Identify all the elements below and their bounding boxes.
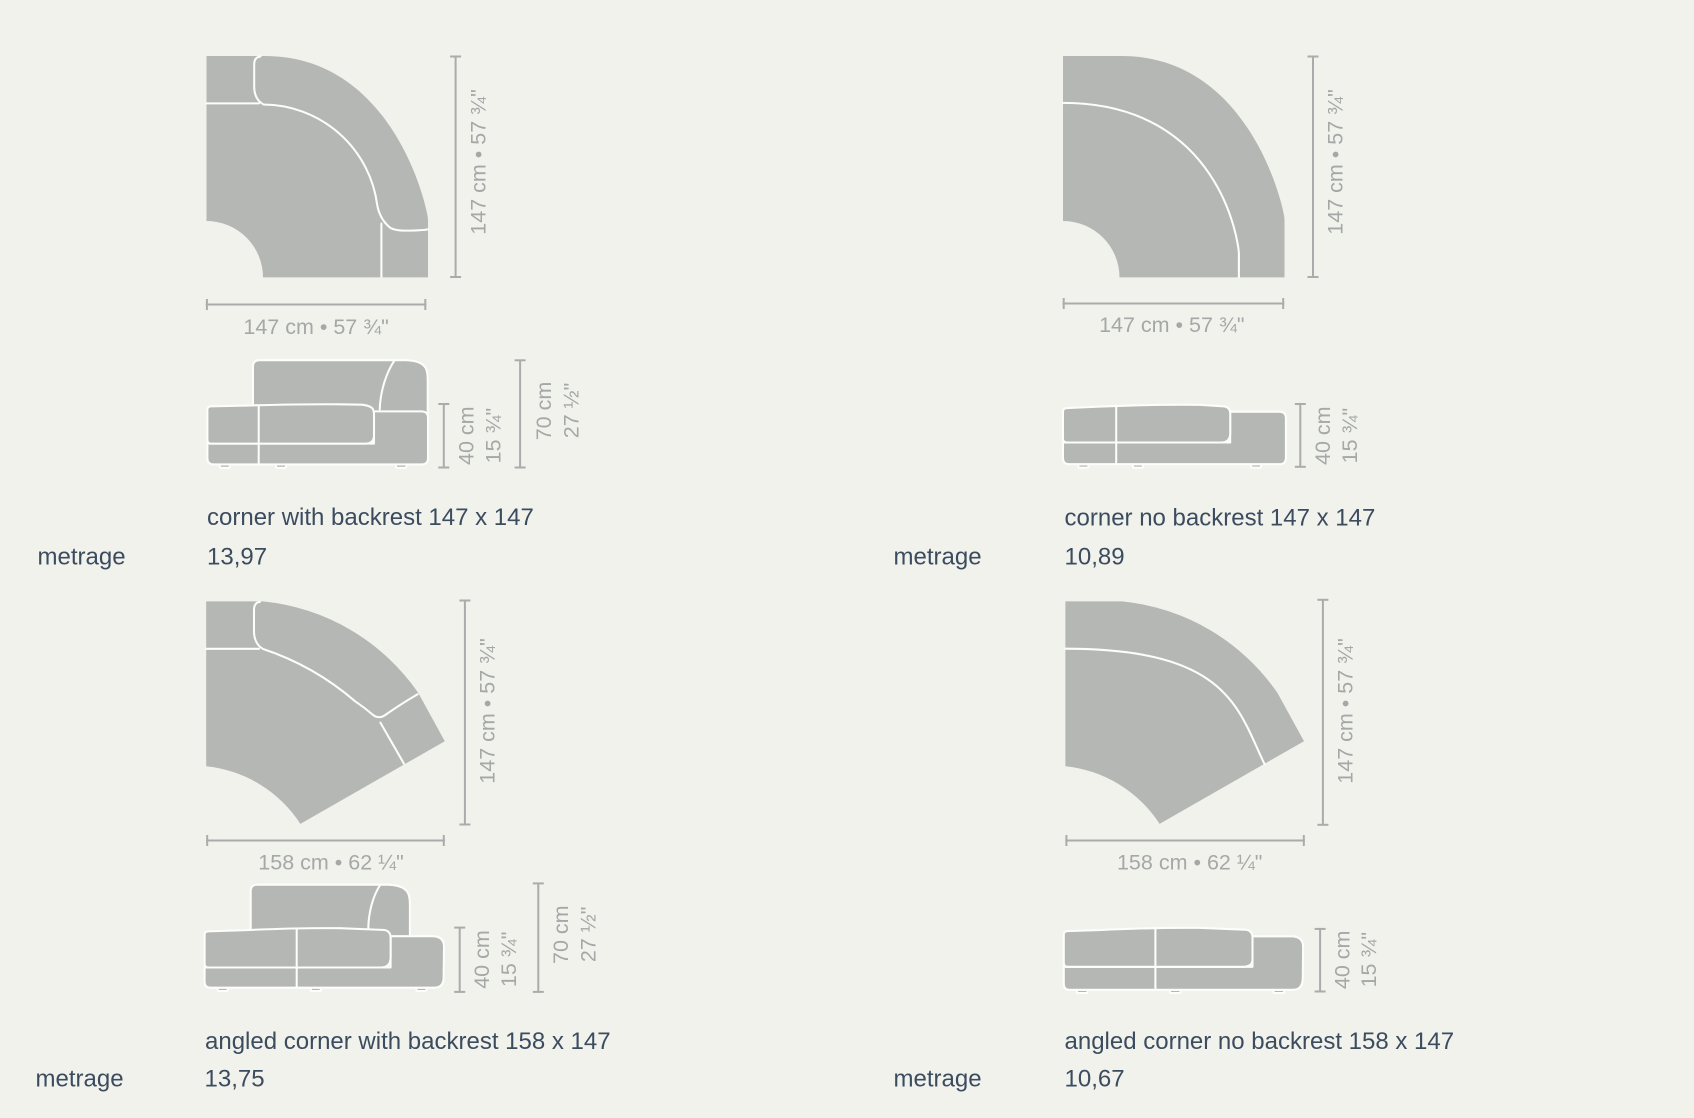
svg-text:40 cm: 40 cm	[1311, 406, 1335, 465]
svg-text:147 cm • 57 ¾": 147 cm • 57 ¾"	[243, 315, 388, 339]
svg-text:147 cm • 57 ¾": 147 cm • 57 ¾"	[467, 89, 491, 234]
svg-text:15 ¾": 15 ¾"	[482, 408, 506, 463]
svg-text:corner no backrest 147 x 147: corner no backrest 147 x 147	[1065, 505, 1376, 532]
svg-text:147 cm • 57 ¾": 147 cm • 57 ¾"	[1099, 313, 1244, 337]
svg-text:40 cm: 40 cm	[455, 406, 479, 465]
svg-text:70 cm: 70 cm	[532, 382, 556, 441]
svg-text:corner with backrest 147 x 147: corner with backrest 147 x 147	[207, 504, 534, 531]
svg-text:metrage: metrage	[894, 1066, 982, 1093]
svg-text:10,89: 10,89	[1065, 544, 1125, 571]
svg-text:13,97: 13,97	[207, 544, 267, 571]
svg-text:metrage: metrage	[38, 544, 126, 571]
svg-text:147 cm • 57 ¾": 147 cm • 57 ¾"	[1334, 638, 1358, 783]
svg-text:158 cm • 62 ¼": 158 cm • 62 ¼"	[258, 851, 403, 875]
svg-text:158 cm • 62 ¼": 158 cm • 62 ¼"	[1117, 851, 1262, 875]
svg-text:15 ¾": 15 ¾"	[1357, 932, 1381, 987]
svg-text:15 ¾": 15 ¾"	[497, 932, 521, 987]
svg-text:40 cm: 40 cm	[1331, 931, 1355, 990]
svg-text:147 cm • 57 ¾": 147 cm • 57 ¾"	[476, 638, 500, 783]
svg-text:40 cm: 40 cm	[470, 930, 494, 989]
svg-text:13,75: 13,75	[205, 1066, 265, 1093]
svg-text:angled corner no backrest 158: angled corner no backrest 158 x 147	[1065, 1028, 1455, 1055]
svg-text:15 ¾": 15 ¾"	[1338, 408, 1362, 463]
svg-text:angled corner with backrest 15: angled corner with backrest 158 x 147	[205, 1028, 611, 1055]
svg-text:27 ½": 27 ½"	[577, 907, 601, 962]
svg-text:10,67: 10,67	[1065, 1066, 1125, 1093]
svg-text:70 cm: 70 cm	[549, 905, 573, 964]
svg-text:metrage: metrage	[894, 544, 982, 571]
svg-text:27 ½": 27 ½"	[560, 383, 584, 438]
svg-text:147 cm • 57 ¾": 147 cm • 57 ¾"	[1324, 89, 1348, 234]
svg-text:metrage: metrage	[36, 1066, 124, 1093]
